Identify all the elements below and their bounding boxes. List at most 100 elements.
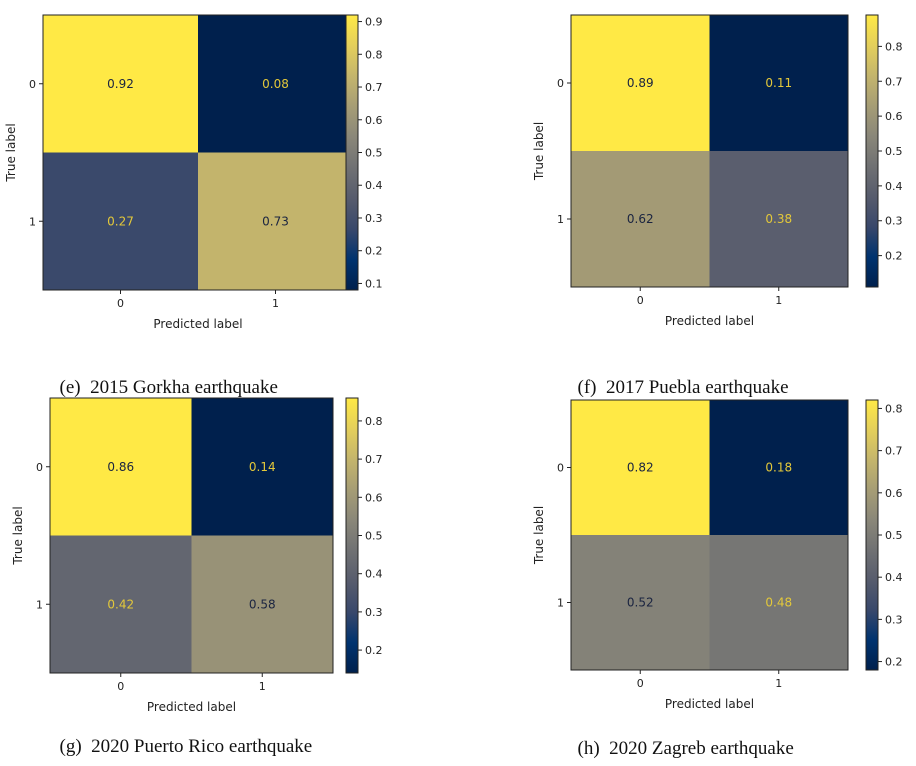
cell-value-label: 0.52 — [627, 596, 654, 610]
y-tick-label: 0 — [557, 77, 564, 90]
colorbar-tick-label: 0.3 — [885, 215, 903, 228]
caption-h: (h) 2020 Zagreb earthquake — [568, 716, 794, 760]
colorbar — [865, 399, 879, 671]
y-tick-label: 1 — [557, 597, 564, 610]
cell-value-label: 0.11 — [765, 76, 792, 90]
y-tick-label: 1 — [557, 213, 564, 226]
x-tick-label: 1 — [775, 294, 782, 307]
y-axis-label: True label — [532, 122, 546, 181]
caption-f: (f) 2017 Puebla earthquake — [568, 355, 789, 399]
cell-value-label: 0.92 — [107, 77, 134, 91]
x-tick-label: 1 — [259, 680, 266, 693]
cell-value-label: 0.42 — [107, 597, 134, 611]
caption-text: 2020 Zagreb earthquake — [609, 738, 794, 759]
heatmap-frame — [570, 399, 849, 671]
heatmap-cell — [43, 152, 198, 290]
colorbar-tick-label: 0.9 — [365, 16, 383, 29]
caption-g: (g) 2020 Puerto Rico earthquake — [50, 714, 313, 758]
colorbar-tick-label: 0.5 — [885, 529, 903, 542]
y-axis-label: True label — [532, 506, 546, 565]
x-tick-label: 0 — [117, 680, 124, 693]
colorbar-tick-label: 0.4 — [365, 179, 383, 192]
heatmap-cell — [709, 400, 848, 535]
cell-value-label: 0.18 — [765, 461, 792, 475]
colorbar-tick-label: 0.5 — [885, 145, 903, 158]
cell-value-label: 0.38 — [765, 212, 792, 226]
heatmap-cell — [50, 398, 192, 536]
colorbar-tick-label: 0.7 — [365, 453, 383, 466]
y-tick-label: 0 — [29, 78, 36, 91]
heatmap-cell — [198, 152, 353, 290]
caption-e: (e) 2015 Gorkha earthquake — [50, 355, 278, 399]
caption-tag: (g) — [59, 736, 82, 757]
cell-value-label: 0.82 — [627, 461, 654, 475]
x-tick-label: 0 — [117, 297, 124, 310]
colorbar-tick-label: 0.1 — [365, 277, 383, 290]
colorbar-tick-label: 0.4 — [885, 571, 903, 584]
colorbar-tick-label: 0.3 — [365, 212, 383, 225]
confusion-matrix-panel: 0.89 0.11 0.62 0.38 0 1 0 1 Predicted label True … — [532, 14, 903, 328]
colorbar-tick-label: 0.8 — [365, 415, 383, 428]
x-tick-label: 0 — [637, 294, 644, 307]
colorbar-tick-label: 0.2 — [885, 250, 903, 263]
caption-tag: (h) — [577, 738, 600, 759]
confusion-matrix-panel: 0.82 0.18 0.52 0.48 0 1 0 1 Predicted label True … — [532, 399, 903, 711]
colorbar-tick-label: 0.2 — [365, 245, 383, 258]
colorbar-tick-label: 0.2 — [365, 644, 383, 657]
colorbar — [345, 397, 359, 674]
colorbar-tick-label: 0.7 — [365, 81, 383, 94]
cell-value-label: 0.14 — [249, 460, 276, 474]
caption-text: 2017 Puebla earthquake — [605, 377, 789, 398]
x-axis-label: Predicted label — [153, 317, 242, 331]
y-axis-label: True label — [4, 123, 18, 182]
colorbar-tick-label: 0.6 — [365, 491, 383, 504]
colorbar-tick-label: 0.4 — [365, 568, 383, 581]
caption-tag: (e) — [59, 377, 81, 398]
x-axis-label: Predicted label — [665, 697, 754, 711]
cell-value-label: 0.86 — [107, 460, 134, 474]
heatmap-cell — [198, 15, 353, 153]
colorbar-tick-label: 0.8 — [885, 40, 903, 53]
cell-value-label: 0.62 — [627, 212, 654, 226]
y-tick-label: 1 — [36, 598, 43, 611]
heatmap-cell — [571, 535, 710, 670]
heatmap-cell — [709, 15, 848, 151]
heatmap-cell — [43, 15, 198, 153]
cell-value-label: 0.89 — [627, 76, 654, 90]
heatmap-cell — [709, 535, 848, 670]
heatmap-cell — [571, 400, 710, 535]
confusion-matrix-panel: 0.86 0.14 0.42 0.58 0 1 0 1 Predicted label True … — [11, 397, 383, 714]
y-tick-label: 0 — [36, 461, 43, 474]
heatmap-cell — [709, 151, 848, 287]
colorbar-tick-label: 0.5 — [365, 530, 383, 543]
colorbar-tick-label: 0.4 — [885, 180, 903, 193]
colorbar-tick-label: 0.7 — [885, 445, 903, 458]
colorbar-tick-label: 0.5 — [365, 147, 383, 160]
y-tick-label: 1 — [29, 215, 36, 228]
caption-text: 2020 Puerto Rico earthquake — [91, 736, 313, 757]
colorbar-tick-label: 0.3 — [365, 606, 383, 619]
caption-text: 2015 Gorkha earthquake — [90, 377, 278, 398]
caption-tag: (f) — [577, 377, 597, 398]
cell-value-label: 0.27 — [107, 214, 134, 228]
cell-value-label: 0.48 — [765, 596, 792, 610]
heatmap-cell — [191, 535, 333, 673]
x-tick-label: 1 — [775, 677, 782, 690]
x-tick-label: 0 — [637, 677, 644, 690]
colorbar-tick-label: 0.2 — [885, 656, 903, 669]
colorbar-tick-label: 0.6 — [365, 114, 383, 127]
x-tick-label: 1 — [272, 297, 279, 310]
colorbar — [345, 14, 359, 291]
colorbar-tick-label: 0.6 — [885, 110, 903, 123]
y-axis-label: True label — [11, 506, 25, 565]
heatmap-cell — [571, 15, 710, 151]
heatmap-frame — [570, 14, 849, 288]
heatmap-cell — [571, 151, 710, 287]
cell-value-label: 0.58 — [249, 597, 276, 611]
colorbar — [865, 14, 879, 288]
y-tick-label: 0 — [557, 462, 564, 475]
x-axis-label: Predicted label — [665, 314, 754, 328]
heatmap-frame — [49, 397, 334, 674]
